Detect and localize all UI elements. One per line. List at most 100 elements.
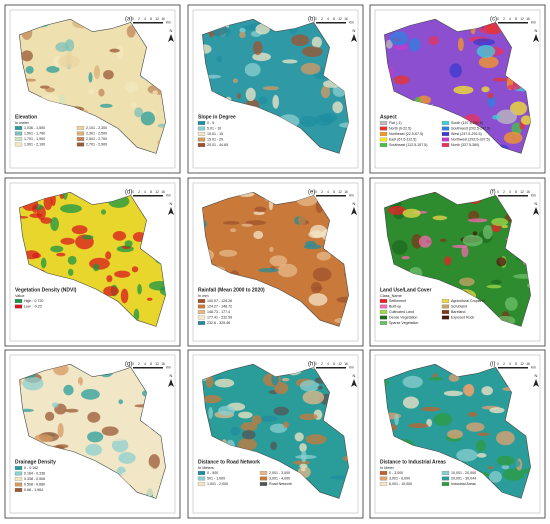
map-patch (120, 288, 129, 304)
map-patch (60, 237, 75, 245)
map-patch (317, 385, 323, 390)
scale-label: 0 (497, 362, 499, 366)
map-patch (240, 421, 258, 432)
map-patch (502, 468, 525, 481)
map-patch (87, 431, 104, 443)
legend-swatch (14, 482, 23, 487)
legend-subtitle: Class_Name (380, 294, 402, 298)
scale-label: 16 (161, 190, 165, 194)
legend-entry: South (157.5-202.5) (451, 121, 483, 125)
panel-label: (f) (490, 190, 496, 196)
map-patch (39, 85, 50, 89)
map-patch (124, 81, 138, 93)
map-patch (496, 109, 517, 125)
map-patch (490, 279, 502, 285)
map-patch (217, 405, 236, 416)
scale-label: 12 (520, 362, 524, 366)
map-patch (56, 252, 66, 257)
legend-swatch (14, 466, 23, 470)
panel-inner-frame (9, 9, 176, 169)
map-patch (272, 94, 280, 109)
map-patch (251, 415, 262, 425)
legend-entry: 148.73 - 177.4 (207, 310, 230, 314)
legend-entry: 0.338 - 0.506 (24, 477, 45, 481)
legend-swatch (441, 132, 450, 136)
legend-entry: 3,001 - 6,000 (389, 476, 410, 480)
scale-unit: Km (166, 365, 171, 369)
legend-entry: 10.01 - 15 (207, 132, 223, 136)
map-patch (462, 384, 474, 396)
map-patch (488, 466, 494, 470)
map-patch (126, 25, 136, 38)
map-patch (22, 376, 44, 391)
map-patch (478, 56, 499, 69)
map-patch (467, 218, 488, 223)
legend-title: Drainage Density (15, 459, 56, 465)
map-patch (229, 228, 237, 233)
legend-swatch (197, 121, 206, 125)
north-label: N (170, 373, 173, 378)
map-patch (521, 468, 531, 474)
scale-label: 12 (520, 17, 524, 21)
scale-bar-line (498, 367, 528, 369)
map-patch (466, 422, 485, 432)
map-patch (111, 438, 129, 453)
scale-label: 12 (155, 362, 159, 366)
map-patch (21, 50, 33, 62)
legend-entry: 0 - 0.162 (24, 466, 38, 470)
map-patch (477, 432, 490, 436)
legend-swatch (14, 477, 23, 481)
scale-label: 2 (138, 17, 140, 21)
map-patch (92, 263, 100, 272)
legend-swatch (197, 304, 206, 309)
legend-entry: 124.27 - 148.72 (207, 304, 232, 308)
map-patch (501, 224, 509, 229)
scale-label: 12 (338, 17, 342, 21)
map-patch (254, 206, 267, 213)
north-arrow (168, 207, 174, 215)
map-patch (491, 217, 509, 227)
map-patch (89, 257, 110, 270)
map-patch (384, 379, 390, 386)
legend-entry: 2,001 - 3,000 (269, 471, 290, 475)
legend-swatch (441, 304, 450, 309)
legend-swatch (441, 299, 450, 303)
map-patch (329, 475, 348, 480)
map-patch (481, 86, 490, 93)
map-patch (71, 225, 88, 235)
map-patch (385, 39, 393, 49)
map-patch (134, 107, 144, 118)
scale-label: 8 (150, 362, 152, 366)
legend-swatch (14, 131, 23, 136)
legend-entry: Southwest (202.5-247.5) (451, 126, 490, 130)
map-patch (59, 94, 65, 105)
legend-swatch (197, 126, 206, 131)
map-patch (393, 75, 410, 85)
map-patch (262, 86, 280, 91)
map-patch (489, 470, 502, 483)
legend-entry: 0 - 5 (207, 121, 214, 125)
legend-entry: North (337.5-360) (451, 143, 479, 147)
map-patch (411, 234, 423, 249)
scale-label: 8 (333, 190, 335, 194)
legend-entry: 2,701 - 2,900 (86, 142, 107, 146)
scale-unit: Km (349, 365, 354, 369)
panel-label: (g) (125, 362, 132, 368)
legend-title: Rainfall (Mean 2000 to 2020) (198, 287, 265, 293)
map-patch (57, 422, 64, 438)
legend-swatch (197, 482, 206, 486)
legend-entry: Northeast (22.5-67.5) (389, 132, 423, 136)
map-patch (67, 255, 77, 265)
map-patch (146, 484, 155, 497)
map-patch (277, 263, 298, 278)
map-patch (24, 78, 37, 82)
map-patch (389, 31, 409, 46)
scale-label: 16 (344, 362, 348, 366)
north-label: N (170, 201, 173, 206)
map-patch (116, 45, 124, 60)
map-patch (202, 211, 212, 215)
map-patch (19, 215, 29, 219)
north-label: N (353, 28, 356, 33)
map-patch (299, 413, 318, 421)
